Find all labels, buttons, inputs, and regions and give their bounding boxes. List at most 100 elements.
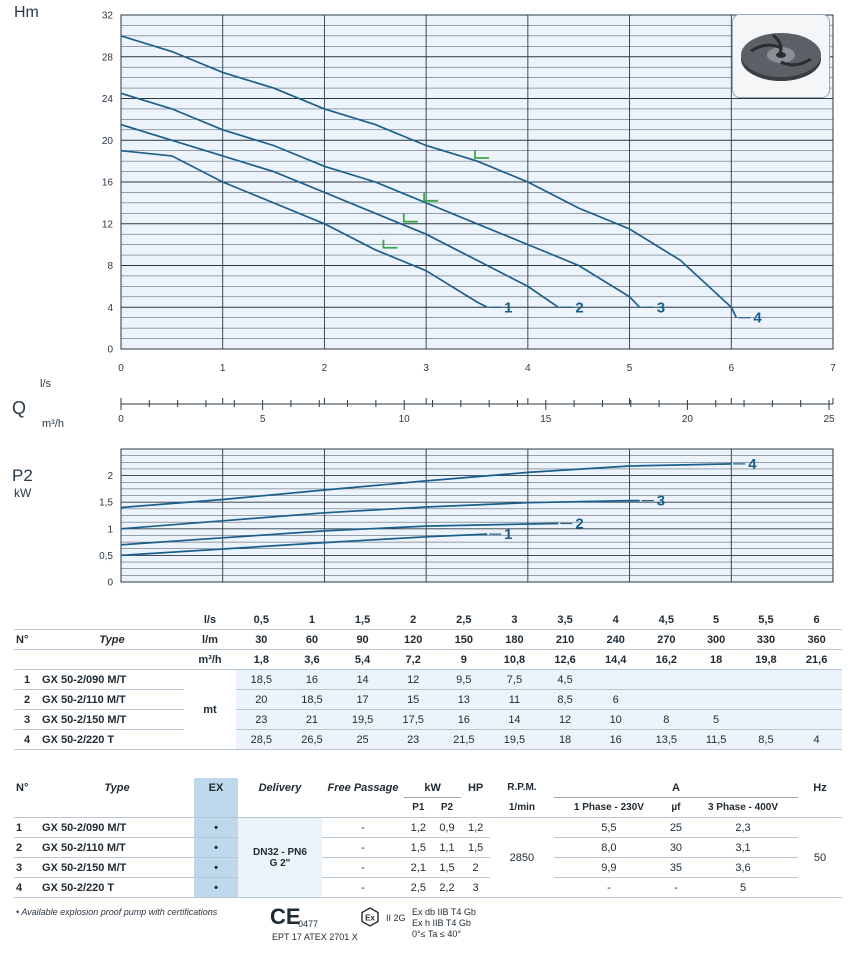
head-value: 18,5 [236, 669, 287, 690]
spec-uf: 35 [663, 857, 688, 878]
head-x-tick: 3 [423, 363, 429, 374]
head-value: 25 [337, 729, 388, 750]
head-x-tick: 6 [729, 363, 735, 374]
ce-mark: CE [270, 904, 301, 929]
head-x-tick: 1 [220, 363, 226, 374]
spec-col-kw: kW [404, 778, 462, 798]
spec-p1: 2,1 [404, 857, 433, 878]
head-value [691, 669, 741, 690]
m3h-6: 12,6 [539, 649, 591, 670]
best-efficiency-marker [382, 239, 398, 249]
head-value [791, 709, 842, 730]
head-curve-label: 1 [504, 299, 512, 316]
spec-col-3phase: 3 Phase - 400V [688, 797, 798, 818]
ls-3: 2 [387, 610, 439, 630]
head-y-tick: 0 [107, 345, 113, 356]
lm-4: 150 [438, 629, 490, 650]
power-curve-4 [120, 463, 732, 509]
m3h-0: 1,8 [236, 649, 287, 670]
head-value [590, 669, 641, 690]
spec-p1: 2,5 [404, 877, 433, 898]
head-value: 9,5 [438, 669, 490, 690]
row-no: 3 [14, 709, 40, 730]
head-y-tick: 20 [102, 136, 114, 147]
spec-col-1phase: 1 Phase - 230V [553, 797, 664, 818]
atex-cert: EPT 17 ATEX 2701 X [272, 932, 358, 942]
spec-col-free: Free Passage [327, 781, 399, 794]
power-curve-3 [120, 499, 640, 530]
m3h-4: 9 [438, 649, 490, 670]
head-value: 13 [438, 689, 490, 710]
head-value: 21,5 [438, 729, 490, 750]
spec-hp: 3 [461, 877, 490, 898]
lm-2: 90 [337, 629, 388, 650]
power-curve-label: 3 [657, 493, 665, 510]
spec-col-delivery: Delivery [258, 781, 302, 794]
m3h-3: 7,2 [387, 649, 439, 670]
spec-p2: 2,2 [432, 877, 462, 898]
head-curve-label: 2 [575, 299, 583, 316]
spec-col-rpm-unit: 1/min [489, 797, 554, 818]
q-axis-label: Q [12, 398, 27, 418]
ls-4: 2,5 [438, 610, 490, 630]
spec-col-hz: Hz [813, 781, 827, 794]
delivery-line-1: DN32 - PN6 [253, 846, 307, 858]
head-value: 6 [590, 689, 641, 710]
performance-table: l/s 0,5 1 1,5 2 2,5 3 3,5 4 4,5 5 5,5 6 … [14, 610, 842, 750]
head-value: 19,5 [337, 709, 388, 730]
head-value: 10 [590, 709, 641, 730]
spec-p2: 1,5 [432, 857, 462, 878]
head-value: 20 [236, 689, 287, 710]
power-y-tick: 1,5 [99, 498, 113, 509]
head-x-tick: 4 [525, 363, 531, 374]
spec-type: GX 50-2/110 M/T [40, 837, 194, 858]
head-x-tick: 0 [118, 363, 124, 374]
p2-unit-label: kW [14, 486, 32, 500]
spec-a3: 3,1 [688, 837, 798, 858]
spec-p2: 1,1 [432, 837, 462, 858]
head-value: 17 [337, 689, 388, 710]
head-value: 7,5 [489, 669, 540, 690]
row-no: 2 [14, 689, 40, 710]
spec-col-hp: HP [467, 781, 484, 794]
spec-col-rpm: R.P.M. [507, 782, 537, 794]
spec-type: GX 50-2/150 M/T [40, 857, 194, 878]
spec-free: - [322, 837, 404, 858]
head-value: 26,5 [286, 729, 338, 750]
ls-6: 3,5 [539, 610, 591, 630]
head-curve-1 [120, 149, 488, 309]
p2-axis-label: P2 [12, 466, 33, 485]
head-value: 14 [489, 709, 540, 730]
m3h-9: 18 [691, 649, 741, 670]
head-value: 8 [641, 709, 692, 730]
power-curve-label: 2 [575, 515, 583, 532]
head-y-tick: 8 [107, 261, 113, 272]
lm-11: 360 [791, 629, 842, 650]
head-y-tick: 32 [102, 11, 114, 22]
best-efficiency-marker [423, 192, 439, 202]
spec-no: 1 [14, 817, 40, 838]
spec-a3: 3,6 [688, 857, 798, 878]
table-row: 2 GX 50-2/110 M/T • -1,5 1,1 1,5 8,0 30 3,1 [14, 837, 842, 858]
lm-9: 300 [691, 629, 741, 650]
lm-3: 120 [387, 629, 439, 650]
head-value: 5 [691, 709, 741, 730]
head-curve-3 [120, 92, 641, 308]
spec-col-type: Type [104, 781, 130, 794]
spec-a1: 5,5 [553, 817, 664, 838]
table-row: 1 GX 50-2/090 M/T • DN32 - PN6 G 2" -1,2 0,9 1,… [14, 817, 842, 898]
q-unit-m3h: m³/h [42, 418, 64, 430]
table-row: 4 GX 50-2/220 T 28,5 26,5 25 23 21,5 19,5 18 16 13… [14, 729, 842, 750]
spec-col-uf: µf [663, 797, 688, 818]
head-value: 16 [286, 669, 338, 690]
spec-col-no: N° [16, 781, 29, 794]
spec-a1: 9,9 [553, 857, 664, 878]
spec-a3: 2,3 [688, 817, 798, 838]
unit-ls-label: l/s [184, 610, 236, 630]
unit-lm-label: l/m [184, 629, 236, 650]
best-efficiency-marker [402, 213, 418, 223]
lm-6: 210 [539, 629, 591, 650]
lm-1: 60 [286, 629, 338, 650]
m3h-10: 19,8 [740, 649, 792, 670]
spec-no: 3 [14, 857, 40, 878]
